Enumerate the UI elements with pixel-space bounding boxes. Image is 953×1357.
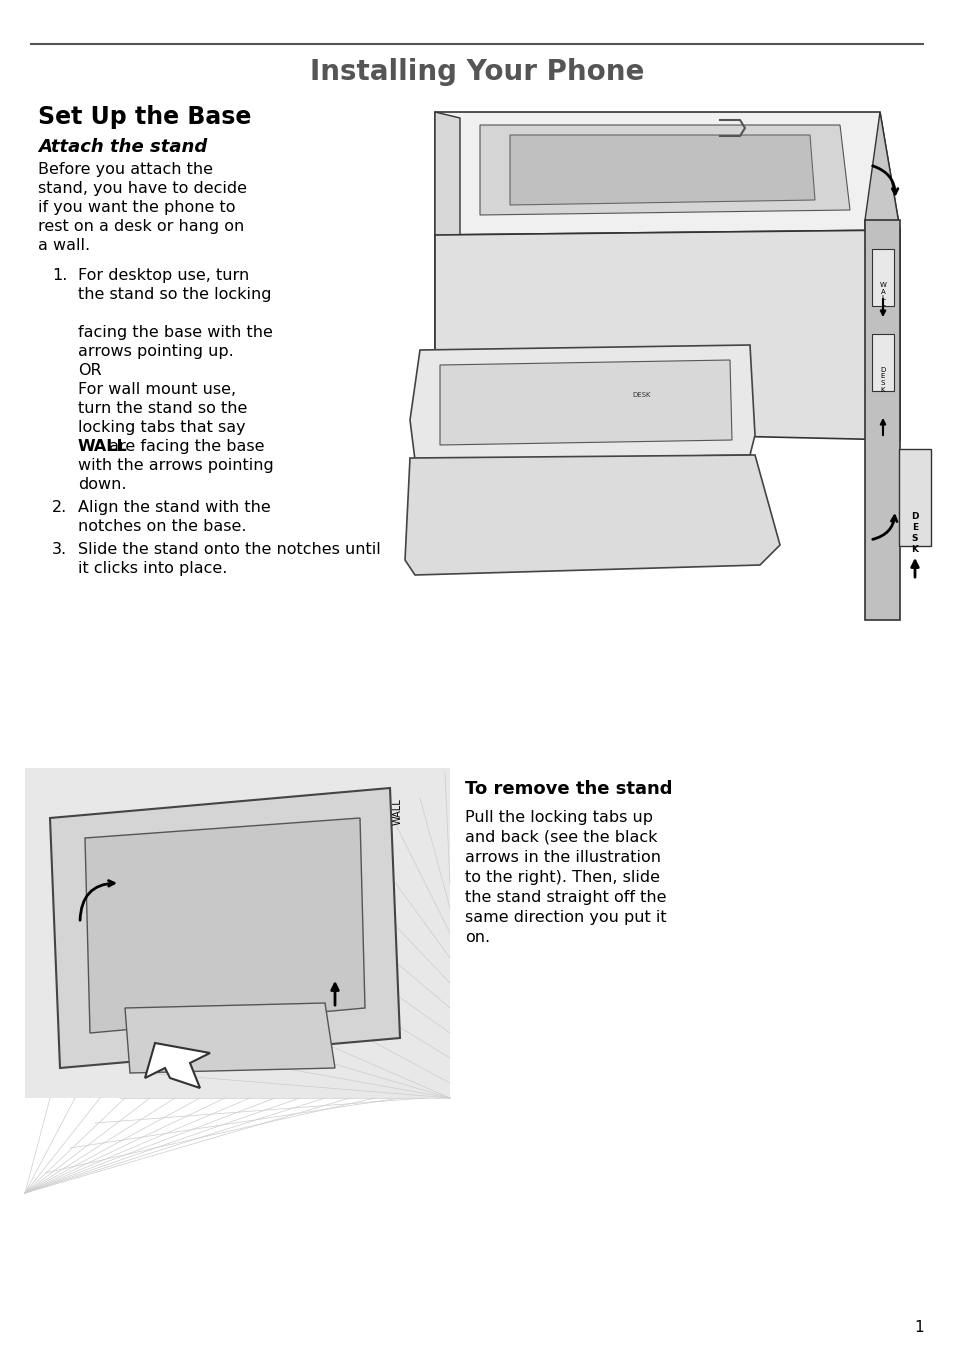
- Text: if you want the phone to: if you want the phone to: [38, 199, 235, 214]
- Polygon shape: [125, 1003, 335, 1073]
- Text: same direction you put it: same direction you put it: [464, 911, 666, 925]
- Text: OR: OR: [78, 364, 102, 379]
- Text: W
A
L
L: W A L L: [879, 282, 885, 308]
- Polygon shape: [864, 113, 899, 440]
- Text: and back (see the black: and back (see the black: [464, 830, 657, 845]
- Text: a wall.: a wall.: [38, 237, 90, 252]
- Text: For desktop use, turn: For desktop use, turn: [78, 267, 249, 284]
- Text: Slide the stand onto the notches until: Slide the stand onto the notches until: [78, 541, 380, 556]
- Text: arrows pointing up.: arrows pointing up.: [78, 345, 233, 360]
- Text: are facing the base: are facing the base: [104, 440, 265, 455]
- Text: stand, you have to decide: stand, you have to decide: [38, 180, 247, 195]
- Text: the stand so the locking: the stand so the locking: [78, 286, 272, 303]
- Text: on.: on.: [464, 930, 490, 944]
- Text: D
E
S
K: D E S K: [910, 512, 918, 554]
- Text: arrows in the illustration: arrows in the illustration: [464, 849, 660, 864]
- Text: turn the stand so the: turn the stand so the: [78, 402, 247, 417]
- Text: facing the base with the: facing the base with the: [78, 324, 273, 341]
- Text: down.: down.: [78, 478, 127, 493]
- Text: with the arrows pointing: with the arrows pointing: [78, 459, 274, 474]
- Text: To remove the stand: To remove the stand: [464, 780, 672, 798]
- Polygon shape: [510, 134, 814, 205]
- Text: Pull the locking tabs up: Pull the locking tabs up: [464, 810, 652, 825]
- Text: D
E
S
K: D E S K: [880, 366, 884, 392]
- Polygon shape: [85, 818, 365, 1033]
- Text: Set Up the Base: Set Up the Base: [38, 104, 251, 129]
- Text: notches on the base.: notches on the base.: [78, 518, 246, 535]
- Text: Attach the stand: Attach the stand: [38, 138, 207, 156]
- Polygon shape: [479, 125, 849, 214]
- Text: WALL: WALL: [393, 798, 402, 825]
- FancyBboxPatch shape: [898, 449, 930, 546]
- FancyBboxPatch shape: [871, 248, 893, 305]
- Polygon shape: [435, 113, 899, 235]
- Polygon shape: [50, 788, 399, 1068]
- Text: Installing Your Phone: Installing Your Phone: [310, 58, 643, 85]
- Text: 1.: 1.: [52, 267, 68, 284]
- Text: 1: 1: [913, 1320, 923, 1335]
- Text: 2.: 2.: [52, 499, 67, 516]
- Text: Before you attach the: Before you attach the: [38, 161, 213, 176]
- Text: For wall mount use,: For wall mount use,: [78, 383, 236, 398]
- Text: 3.: 3.: [52, 541, 67, 556]
- Text: it clicks into place.: it clicks into place.: [78, 560, 227, 575]
- Text: Align the stand with the: Align the stand with the: [78, 499, 271, 516]
- Polygon shape: [145, 1044, 210, 1088]
- Text: rest on a desk or hang on: rest on a desk or hang on: [38, 218, 244, 233]
- Text: the stand straight off the: the stand straight off the: [464, 890, 666, 905]
- FancyBboxPatch shape: [395, 100, 939, 630]
- Text: DESK: DESK: [632, 392, 651, 398]
- Polygon shape: [435, 113, 459, 430]
- Polygon shape: [410, 345, 754, 460]
- Polygon shape: [864, 220, 899, 620]
- FancyBboxPatch shape: [871, 334, 893, 391]
- Text: locking tabs that say: locking tabs that say: [78, 421, 245, 436]
- Polygon shape: [405, 455, 780, 575]
- Text: to the right). Then, slide: to the right). Then, slide: [464, 870, 659, 885]
- Text: WALL: WALL: [78, 440, 128, 455]
- Polygon shape: [439, 360, 731, 445]
- Polygon shape: [435, 229, 899, 440]
- FancyBboxPatch shape: [25, 768, 450, 1098]
